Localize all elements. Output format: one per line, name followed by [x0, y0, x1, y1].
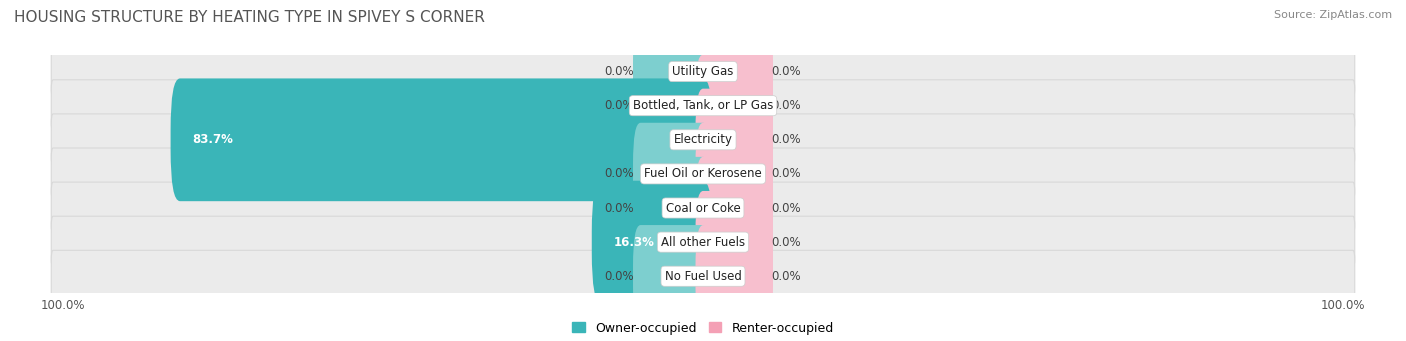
- FancyBboxPatch shape: [696, 55, 773, 157]
- FancyBboxPatch shape: [633, 55, 710, 157]
- Text: Utility Gas: Utility Gas: [672, 65, 734, 78]
- Text: 0.0%: 0.0%: [605, 65, 634, 78]
- FancyBboxPatch shape: [696, 225, 773, 327]
- Text: No Fuel Used: No Fuel Used: [665, 270, 741, 283]
- Text: 0.0%: 0.0%: [772, 133, 801, 146]
- Text: 16.3%: 16.3%: [613, 236, 655, 249]
- FancyBboxPatch shape: [633, 123, 710, 225]
- Text: 0.0%: 0.0%: [605, 202, 634, 214]
- FancyBboxPatch shape: [51, 114, 1355, 166]
- Text: 83.7%: 83.7%: [193, 133, 233, 146]
- Text: Electricity: Electricity: [673, 133, 733, 146]
- Text: 100.0%: 100.0%: [1320, 299, 1365, 312]
- FancyBboxPatch shape: [51, 80, 1355, 132]
- FancyBboxPatch shape: [696, 191, 773, 293]
- FancyBboxPatch shape: [633, 157, 710, 259]
- Text: 0.0%: 0.0%: [605, 99, 634, 112]
- Text: Fuel Oil or Kerosene: Fuel Oil or Kerosene: [644, 167, 762, 180]
- FancyBboxPatch shape: [51, 46, 1355, 98]
- Legend: Owner-occupied, Renter-occupied: Owner-occupied, Renter-occupied: [568, 316, 838, 340]
- FancyBboxPatch shape: [696, 20, 773, 123]
- Text: Bottled, Tank, or LP Gas: Bottled, Tank, or LP Gas: [633, 99, 773, 112]
- Text: 0.0%: 0.0%: [605, 167, 634, 180]
- FancyBboxPatch shape: [592, 181, 713, 303]
- Text: 0.0%: 0.0%: [772, 270, 801, 283]
- Text: Source: ZipAtlas.com: Source: ZipAtlas.com: [1274, 10, 1392, 20]
- Text: 100.0%: 100.0%: [41, 299, 86, 312]
- FancyBboxPatch shape: [696, 157, 773, 259]
- Text: Coal or Coke: Coal or Coke: [665, 202, 741, 214]
- FancyBboxPatch shape: [51, 148, 1355, 200]
- Text: 0.0%: 0.0%: [772, 65, 801, 78]
- FancyBboxPatch shape: [170, 78, 713, 201]
- Text: HOUSING STRUCTURE BY HEATING TYPE IN SPIVEY S CORNER: HOUSING STRUCTURE BY HEATING TYPE IN SPI…: [14, 10, 485, 25]
- FancyBboxPatch shape: [696, 89, 773, 191]
- FancyBboxPatch shape: [51, 216, 1355, 268]
- FancyBboxPatch shape: [51, 250, 1355, 302]
- Text: 0.0%: 0.0%: [772, 99, 801, 112]
- Text: 0.0%: 0.0%: [772, 202, 801, 214]
- FancyBboxPatch shape: [633, 20, 710, 123]
- FancyBboxPatch shape: [633, 225, 710, 327]
- Text: 0.0%: 0.0%: [772, 236, 801, 249]
- Text: All other Fuels: All other Fuels: [661, 236, 745, 249]
- Text: 0.0%: 0.0%: [605, 270, 634, 283]
- FancyBboxPatch shape: [51, 182, 1355, 234]
- Text: 0.0%: 0.0%: [772, 167, 801, 180]
- FancyBboxPatch shape: [696, 123, 773, 225]
